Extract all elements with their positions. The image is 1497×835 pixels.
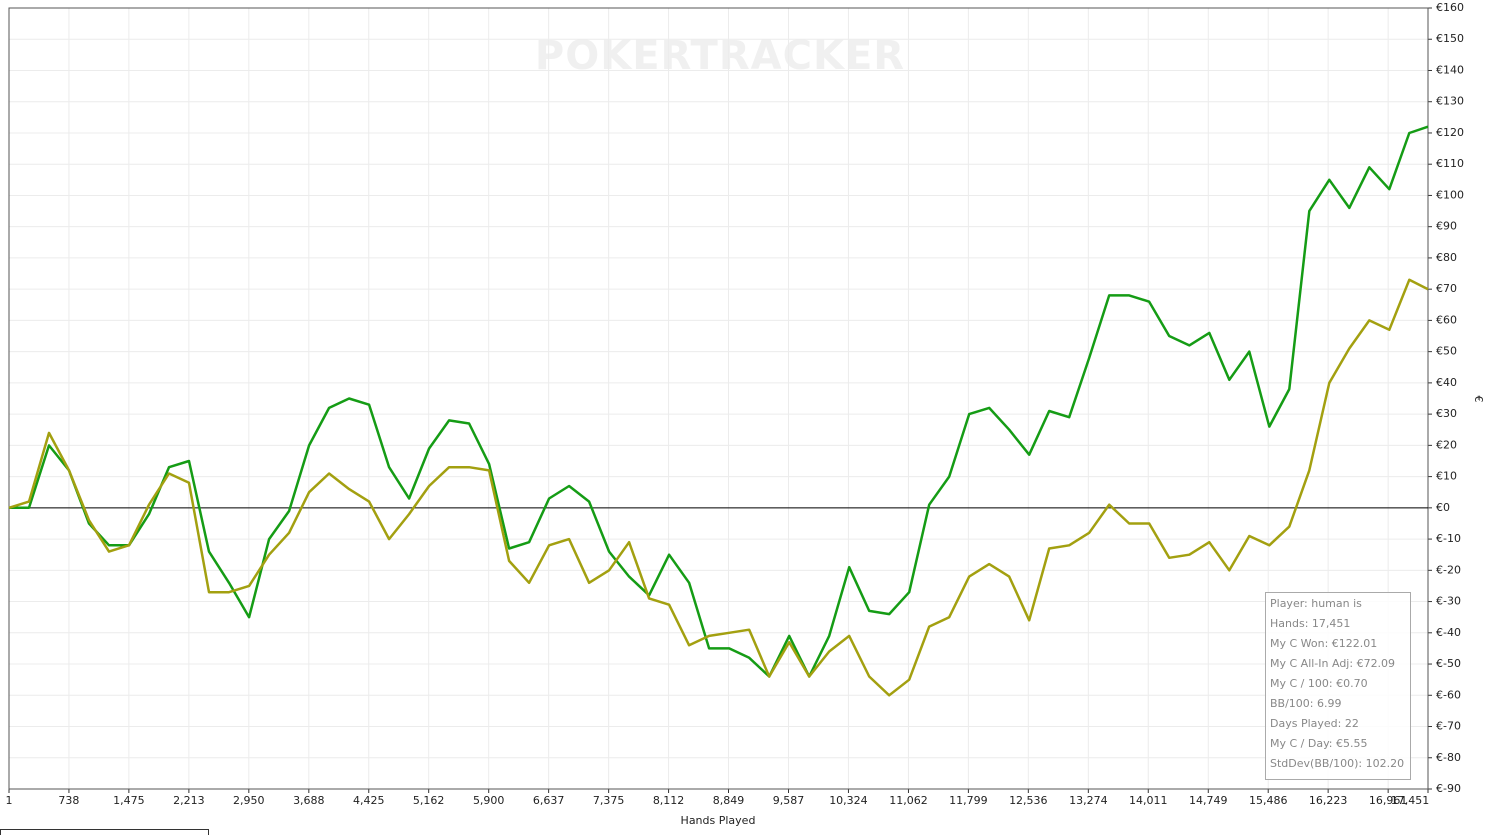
y-tick-label: €-70 — [1436, 720, 1461, 733]
x-tick-label: 17,451 — [1391, 794, 1430, 807]
y-tick-label: €90 — [1436, 220, 1457, 233]
x-tick-label: 7,375 — [593, 794, 625, 807]
y-tick-label: €-30 — [1436, 595, 1461, 608]
y-tick-label: €-40 — [1436, 626, 1461, 639]
plot-frame — [8, 7, 1429, 790]
x-tick-label: 14,749 — [1189, 794, 1228, 807]
x-tick-label: 15,486 — [1249, 794, 1288, 807]
info-line: Days Played: 22 — [1270, 717, 1359, 730]
x-tick-label: 14,011 — [1129, 794, 1168, 807]
x-tick-label: 738 — [58, 794, 79, 807]
x-tick-label: 1,475 — [113, 794, 145, 807]
x-tick-label: 8,849 — [713, 794, 745, 807]
x-tick-label: 5,900 — [473, 794, 505, 807]
info-line: BB/100: 6.99 — [1270, 697, 1342, 710]
x-tick-label: 9,587 — [773, 794, 805, 807]
info-line: My C Won: €122.01 — [1270, 637, 1377, 650]
y-tick-label: €60 — [1436, 313, 1457, 326]
y-tick-label: €150 — [1436, 32, 1464, 45]
grid — [8, 7, 1429, 790]
y-tick-label: €-90 — [1436, 782, 1461, 795]
x-axis-label: Hands Played — [681, 814, 756, 827]
info-line: Hands: 17,451 — [1270, 617, 1350, 630]
y-tick-label: €120 — [1436, 126, 1464, 139]
x-tick-label: 2,213 — [173, 794, 205, 807]
y-tick-label: €-60 — [1436, 688, 1461, 701]
x-tick-label: 12,536 — [1009, 794, 1048, 807]
y-tick-label: €110 — [1436, 157, 1464, 170]
x-tick-label: 11,799 — [949, 794, 988, 807]
y-tick-label: €130 — [1436, 95, 1464, 108]
y-tick-label: €-50 — [1436, 657, 1461, 670]
x-tick-label: 10,324 — [829, 794, 868, 807]
y-tick-label: €80 — [1436, 251, 1457, 264]
x-tick-label: 6,637 — [533, 794, 565, 807]
info-line: My C All-In Adj: €72.09 — [1270, 657, 1395, 670]
y-tick-label: €160 — [1436, 1, 1464, 14]
info-box: Player: human is Hands: 17,451 My C Won: €… — [1265, 592, 1411, 780]
scrollbar — [0, 829, 209, 835]
info-line: My C / Day: €5.55 — [1270, 737, 1368, 750]
x-tick-label: 13,274 — [1069, 794, 1108, 807]
y-tick-label: €-80 — [1436, 751, 1461, 764]
y-tick-label: €-20 — [1436, 563, 1461, 576]
y-tick-label: €30 — [1436, 407, 1457, 420]
info-frame — [1265, 592, 1411, 780]
y-tick-label: €20 — [1436, 438, 1457, 451]
x-tick-label: 16,223 — [1309, 794, 1348, 807]
y-tick-label: €100 — [1436, 188, 1464, 201]
x-tick-label: 11,062 — [889, 794, 928, 807]
x-tick-label: 5,162 — [413, 794, 445, 807]
series-line — [8, 278, 1429, 697]
info-line: StdDev(BB/100): 102.20 — [1270, 757, 1404, 770]
y-tick-label: €10 — [1436, 470, 1457, 483]
y-tick-label: €50 — [1436, 345, 1457, 358]
x-tick-label: 8,112 — [653, 794, 685, 807]
x-tick-label: 16,961 — [1369, 794, 1408, 807]
x-tick-label: 2,950 — [233, 794, 265, 807]
info-line: Player: human is — [1270, 597, 1362, 610]
y-tick-label: €0 — [1436, 501, 1450, 514]
x-tick-label: 1 — [6, 794, 13, 807]
y-tick-label: €70 — [1436, 282, 1457, 295]
x-tick-label: 3,688 — [293, 794, 325, 807]
y-tick-label: €40 — [1436, 376, 1457, 389]
x-tick-label: 4,425 — [353, 794, 385, 807]
y-tick-label: €140 — [1436, 63, 1464, 76]
y-tick-label: €-10 — [1436, 532, 1461, 545]
watermark: POKERTRACKER — [535, 33, 905, 79]
series-line — [9, 125, 1429, 678]
y-axis-label: € — [1472, 396, 1485, 403]
info-line: My C / 100: €0.70 — [1270, 677, 1368, 690]
